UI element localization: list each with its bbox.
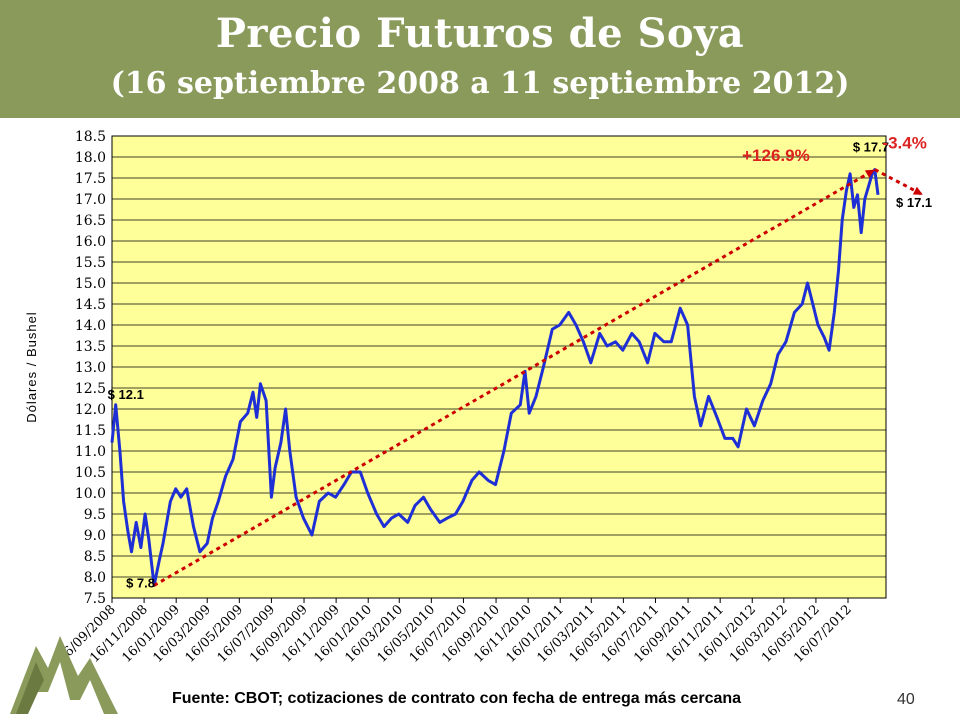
trend-arrowhead <box>912 186 923 195</box>
y-tick-label: 11.0 <box>75 444 106 460</box>
y-tick-label: 10.5 <box>75 465 106 481</box>
y-tick-label: 15.5 <box>75 255 106 271</box>
data-annotation: $ 7.8 <box>126 575 155 590</box>
mountain-logo-icon <box>10 636 118 714</box>
y-tick-label: 10.0 <box>75 486 106 502</box>
y-tick-label: 8.0 <box>84 570 106 586</box>
y-tick-label: 7.5 <box>84 591 106 607</box>
y-tick-label: 17.5 <box>75 171 106 187</box>
y-tick-label: 13.0 <box>75 360 106 376</box>
data-annotation: $ 12.1 <box>108 387 144 402</box>
y-tick-label: 14.0 <box>75 318 106 334</box>
y-tick-label: 12.5 <box>75 381 106 397</box>
soybean-price-chart: 7.5 8.0 8.5 9.0 9.5 10.0 10.5 11.0 11.5 12.0 12.5 1… <box>24 129 932 666</box>
page-title: Precio Futuros de Soya <box>215 10 745 57</box>
y-tick-label: 11.5 <box>75 423 106 439</box>
trend-line-decrease <box>874 168 924 197</box>
page-subtitle: (16 septiembre 2008 a 11 septiembre 2012… <box>110 66 850 101</box>
y-tick-label: 16.5 <box>75 213 106 229</box>
trend-arrowhead <box>864 169 875 178</box>
y-tick-label: 16.0 <box>75 234 106 250</box>
source-note: Fuente: CBOT; cotizaciones de contrato c… <box>172 690 742 707</box>
y-tick-label: 9.0 <box>84 528 106 544</box>
y-tick-label: 9.5 <box>84 507 106 523</box>
y-tick-label: 18.0 <box>75 150 106 166</box>
price-series-line <box>110 168 880 587</box>
data-annotation: $ 17.7 <box>853 140 889 155</box>
data-annotation: +126.9% <box>742 146 810 165</box>
data-annotation: $ 17.1 <box>896 195 932 210</box>
y-tick-label: 18.5 <box>75 129 106 145</box>
trend-line-increase <box>153 168 876 587</box>
y-tick-label: 14.5 <box>75 297 106 313</box>
title-banner: Precio Futuros de Soya (16 septiembre 20… <box>0 0 960 118</box>
page-number: 40 <box>897 691 915 708</box>
y-tick-label: 17.0 <box>75 192 106 208</box>
y-tick-label: 8.5 <box>84 549 106 565</box>
data-annotation: -3.4% <box>882 134 926 153</box>
y-axis-label: Dólares / Bushel <box>24 311 39 422</box>
y-tick-label: 13.5 <box>75 339 106 355</box>
y-tick-label: 15.0 <box>75 276 106 292</box>
y-tick-label: 12.0 <box>75 402 106 418</box>
